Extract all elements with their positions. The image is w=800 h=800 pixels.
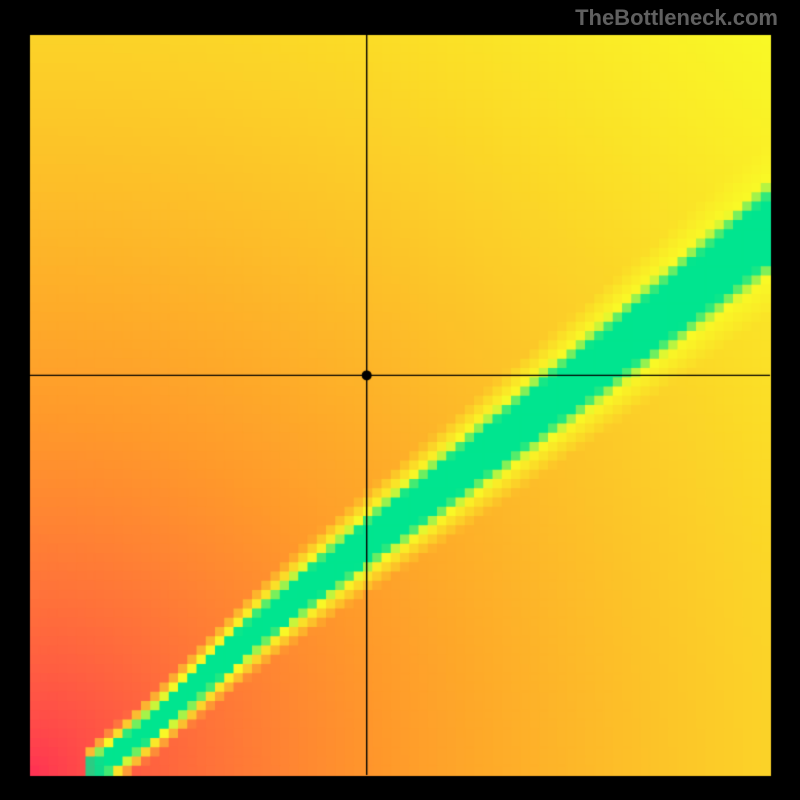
chart-container: TheBottleneck.com (0, 0, 800, 800)
bottleneck-heatmap-canvas (0, 0, 800, 800)
watermark-text: TheBottleneck.com (575, 5, 778, 31)
